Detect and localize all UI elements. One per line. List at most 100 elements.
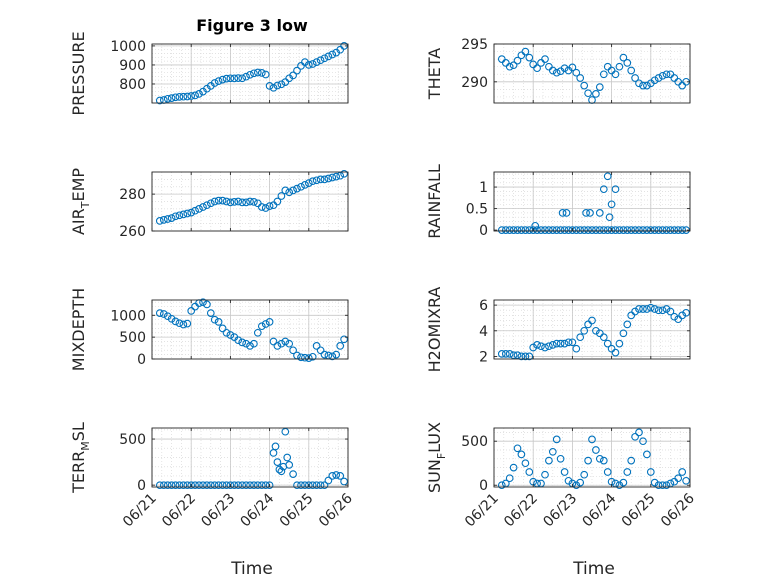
data-point (308, 481, 317, 490)
data-point (214, 196, 223, 205)
data-point (316, 481, 325, 490)
data-point (529, 343, 538, 352)
data-point (674, 474, 683, 483)
data-point (611, 70, 620, 79)
data-point (643, 450, 651, 459)
y-axis-label: PRESSURE (69, 31, 88, 115)
data-point (662, 226, 671, 234)
y-tick-label: 0 (479, 478, 488, 494)
data-point (324, 476, 333, 485)
data-point (320, 175, 329, 184)
data-point (285, 461, 294, 469)
data-point (265, 202, 274, 210)
data-point (639, 81, 647, 90)
y-axis-label: AIRTEMP (69, 168, 92, 235)
data-point (340, 335, 348, 344)
data-point (658, 71, 667, 80)
data-point (159, 481, 168, 490)
data-point (187, 208, 196, 217)
data-point (230, 74, 239, 83)
data-point (265, 481, 274, 490)
data-point (332, 172, 341, 181)
data-point (592, 326, 600, 335)
data-point (599, 70, 608, 79)
data-point (505, 62, 514, 71)
data-point (607, 226, 616, 234)
data-point (179, 481, 188, 490)
data-point (615, 226, 624, 234)
data-point (674, 77, 683, 86)
y-tick-label: 280 (119, 187, 146, 203)
data-point (250, 198, 258, 206)
y-tick-label: 500 (119, 432, 146, 448)
data-point (619, 226, 628, 234)
data-point (226, 198, 235, 207)
data-point (273, 342, 282, 350)
data-point (163, 94, 172, 103)
data-point (320, 350, 329, 359)
data-point (635, 79, 643, 88)
data-point (560, 468, 569, 476)
data-point (271, 442, 280, 451)
data-point (548, 447, 557, 456)
data-point (564, 226, 573, 234)
data-point (273, 81, 282, 90)
figure-title: Figure 3 low (196, 16, 308, 35)
data-point (572, 226, 581, 234)
data-point (316, 56, 325, 65)
data-point (658, 226, 667, 234)
data-point (293, 184, 301, 193)
data-point (250, 339, 258, 348)
data-point (320, 481, 329, 490)
data-point (316, 175, 325, 184)
data-point (328, 173, 337, 182)
data-point (643, 226, 651, 234)
subplot-6: 2 4 6 H2OMIXRA (425, 287, 691, 372)
data-point (592, 90, 600, 98)
y-tick-label: 900 (119, 58, 146, 74)
data-point (541, 343, 549, 352)
data-point (646, 226, 655, 234)
data-point (599, 226, 608, 234)
data-point (210, 79, 219, 87)
data-point (155, 217, 164, 225)
data-point (179, 210, 188, 219)
data-point (541, 470, 549, 479)
data-point (253, 481, 262, 490)
data-point (297, 481, 305, 490)
data-point (301, 353, 309, 362)
data-point (599, 456, 608, 465)
data-point (588, 316, 596, 325)
data-point (568, 338, 577, 347)
data-point (163, 312, 172, 321)
data-point (531, 221, 540, 230)
data-point (505, 474, 514, 483)
data-point (167, 214, 176, 222)
data-point (517, 226, 526, 234)
data-point (545, 456, 553, 465)
y-axis-label: RAINFALL (425, 164, 444, 239)
data-point (340, 169, 348, 178)
data-point (257, 481, 266, 490)
data-point (623, 226, 632, 234)
data-point (595, 329, 604, 338)
data-point (584, 226, 592, 234)
data-point (308, 177, 317, 186)
data-point (167, 314, 176, 323)
data-point (595, 454, 604, 463)
data-point (541, 55, 549, 63)
data-point (611, 348, 620, 357)
data-point (301, 481, 309, 490)
data-point (195, 481, 203, 490)
data-point (584, 320, 592, 329)
data-point (607, 344, 616, 353)
y-tick-label: 500 (119, 330, 146, 346)
data-point (646, 468, 655, 476)
data-point (234, 481, 243, 490)
data-point (670, 226, 679, 234)
data-point (509, 463, 518, 472)
y-tick-label: 1 (479, 180, 488, 196)
data-point (308, 60, 317, 68)
y-tick-label: 6 (479, 298, 488, 314)
data-point (261, 70, 270, 79)
